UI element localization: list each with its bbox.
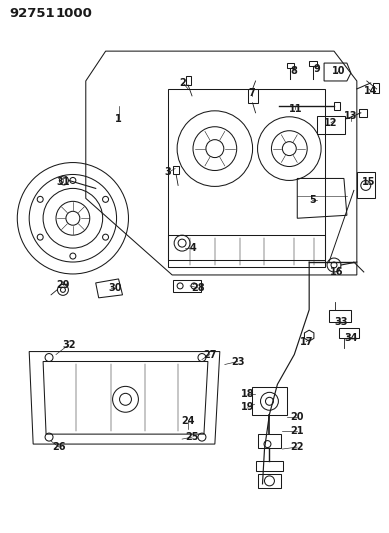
Text: 1: 1 [115,114,122,124]
Text: 4: 4 [189,243,196,253]
Bar [287,63,294,68]
Text: 34: 34 [344,333,357,343]
Text: 10: 10 [332,66,346,76]
Text: 13: 13 [344,111,357,121]
Text: 17: 17 [300,337,313,346]
Text: 15: 15 [362,177,375,188]
Text: 1000: 1000 [56,7,93,20]
Bar [168,235,325,267]
Bar [256,461,283,471]
Bar [173,280,201,292]
Text: 18: 18 [241,389,254,399]
Bar [258,474,281,488]
Bar [317,116,345,134]
Text: 11: 11 [289,104,302,114]
Text: 23: 23 [231,357,244,367]
Text: 24: 24 [181,416,195,426]
Bar [186,76,191,85]
Text: 2: 2 [180,78,186,88]
Text: 28: 28 [191,283,205,293]
Text: 14: 14 [364,86,377,96]
Text: 9: 9 [314,64,321,74]
Text: 7: 7 [248,88,255,98]
Bar [252,387,287,415]
Text: 16: 16 [330,267,344,277]
Bar [248,89,258,103]
Text: 20: 20 [291,412,304,422]
Bar [168,89,325,260]
Text: 25: 25 [185,432,199,442]
Text: 92751: 92751 [9,7,55,20]
Text: 8: 8 [291,66,298,76]
Text: 31: 31 [56,177,70,188]
Bar [373,83,378,93]
Bar [258,434,281,448]
Text: 30: 30 [109,283,122,293]
Text: 22: 22 [291,442,304,452]
Bar [309,61,317,66]
Text: 27: 27 [203,350,217,360]
Text: 3: 3 [165,167,172,177]
Text: 5: 5 [309,196,315,205]
Bar [334,102,340,110]
Text: 29: 29 [56,280,70,290]
Text: 19: 19 [241,402,254,412]
Bar [329,310,351,322]
Bar [359,109,367,117]
Text: 33: 33 [334,317,348,327]
Text: 21: 21 [291,426,304,436]
Bar [173,166,179,174]
Text: 12: 12 [324,118,338,128]
Text: 26: 26 [52,442,66,452]
Bar [357,173,375,198]
Text: 32: 32 [62,340,75,350]
Bar [339,328,359,337]
